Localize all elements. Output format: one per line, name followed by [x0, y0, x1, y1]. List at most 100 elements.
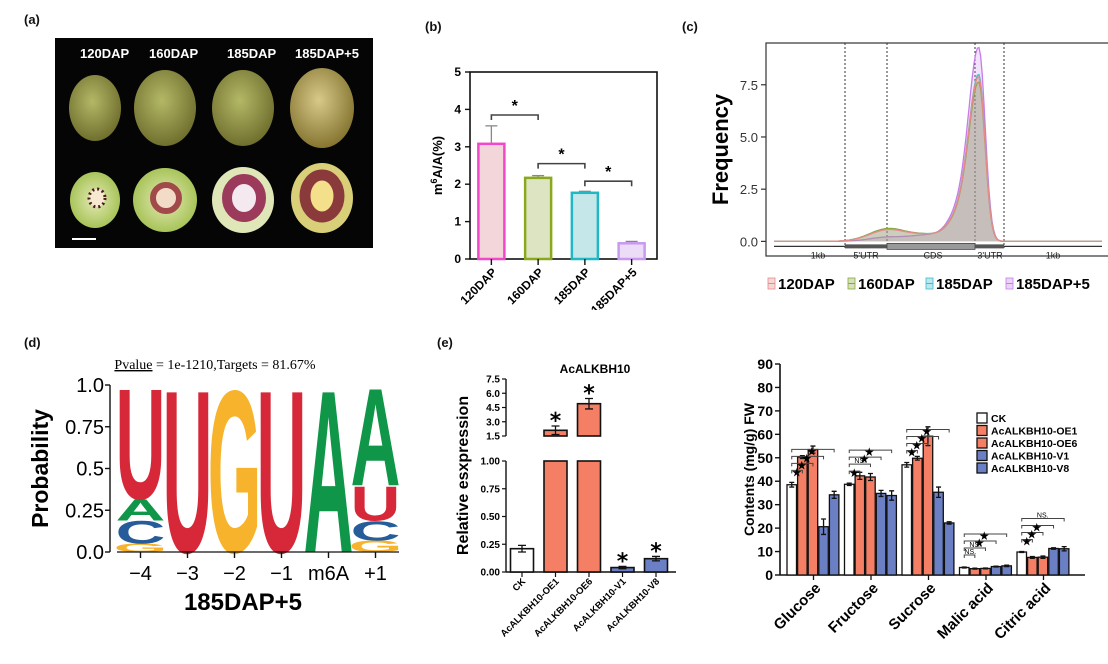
significance-label: ★ [864, 445, 875, 459]
bar-AcALKBH10-OE1-Citric acid [1026, 556, 1038, 576]
motif-title: Pvalue = 1e-1210,Targets = 81.67% [114, 358, 316, 373]
gene-model-3utr [975, 244, 1004, 249]
bar-CK-Sucrose [901, 464, 913, 576]
bar-AcALKBH10-V8-Fructose [886, 494, 898, 576]
significance-bracket [791, 455, 825, 460]
y-tick-label: 6.0 [486, 389, 500, 400]
error-bar [961, 566, 967, 569]
bar-AcALKBH10-V8-Citric acid [1058, 548, 1070, 576]
legend-swatch-AcALKBH10-V1 [976, 449, 988, 462]
significance-label: ★ [911, 438, 922, 452]
y-tick-label: 3 [454, 140, 461, 154]
y-tick-label: 90 [757, 356, 773, 372]
logo-letter-U: U [163, 355, 213, 602]
error-bar [972, 567, 978, 570]
significance-label: ★ [849, 466, 860, 480]
error-bar [585, 397, 593, 410]
x-tick-label: Sucrose [885, 580, 939, 634]
significance-bracket [848, 463, 871, 468]
legend-label-185DAP: 185DAP [936, 276, 993, 290]
significance-label: * [650, 539, 662, 564]
x-tick-label: −4 [129, 563, 152, 585]
plot-frame [469, 71, 658, 260]
y-axis-label: Relative esxpression [455, 396, 472, 555]
error-bar [946, 521, 952, 525]
panel-label-b: (b) [425, 19, 442, 34]
bar-AcALKBH10-OE6-Citric acid [1037, 556, 1049, 576]
significance-bracket [791, 448, 835, 453]
error-bar [652, 555, 660, 562]
stage-label-185dap5: 185DAP+5 [295, 46, 359, 61]
x-tick-label: Citric acid [991, 580, 1054, 643]
significance-label: ★ [1031, 521, 1042, 535]
error-bar [878, 489, 884, 498]
chart-motif-logo: Pvalue = 1e-1210,Targets = 81.67% 0.0 0.25… [27, 355, 402, 616]
y-axis-label: m6A/A(%) [429, 136, 445, 195]
y-tick-label: 4.5 [486, 403, 500, 414]
x-tick-label: 160DAP [504, 265, 546, 307]
significance-label: ★ [974, 536, 985, 550]
significance-label: ★ [916, 431, 927, 445]
bar-AcALKBH10-OE1-Fructose [854, 475, 866, 576]
bar-AcALKBH10-V1-Fructose [875, 492, 887, 576]
significance-bracket [906, 435, 940, 440]
y-tick-label: 7.5 [486, 375, 500, 386]
stage-label-185dap: 185DAP [227, 46, 277, 61]
significance-bracket [906, 428, 950, 433]
y-tick-label: 0.0 [740, 234, 758, 249]
y-tick-label: 5 [454, 65, 461, 79]
y-tick-label: 2.5 [740, 182, 758, 197]
y-tick-label: 0.50 [481, 512, 501, 523]
logo-letter-G: G [208, 355, 262, 602]
chart-title: AcALKBH10 [560, 362, 631, 376]
significance-label: ★ [906, 445, 917, 459]
legend-label-AcALKBH10-OE6: AcALKBH10-OE6 [991, 438, 1078, 450]
chart-m6a-distribution: 0.0 2.5 5.0 7.5 Frequency 1kb 5'UTR CDS 3'UTR 1kb… [708, 42, 1108, 290]
density-fill-185DAP+5 [774, 47, 1102, 242]
significance-label: ★ [801, 451, 812, 465]
panel-label-c: (c) [682, 19, 698, 34]
y-tick-label: 20 [757, 520, 773, 536]
x-tick-label: −2 [223, 563, 246, 585]
significance-bracket [848, 470, 861, 475]
kiwifruit-photo: 120DAP 160DAP 185DAP 185DAP+5 [55, 38, 373, 248]
logo-letter-C: C [351, 515, 401, 546]
fruit-whole-185dap5 [290, 68, 354, 148]
panel-label-e: (e) [437, 335, 453, 350]
significance-label: NS. [854, 458, 866, 465]
y-tick-label: 0.00 [481, 568, 501, 579]
x-tick-label: −3 [176, 563, 199, 585]
stage-label-120dap: 120DAP [80, 46, 130, 61]
y-tick-label: 2 [454, 177, 461, 191]
significance-bracket [791, 462, 814, 467]
logo-letter-U: U [351, 476, 401, 531]
x-tick-label: 120DAP [458, 265, 500, 307]
bar-AcALKBH10-OE6-Glucose [807, 448, 819, 576]
density-line-185DAP [774, 73, 1102, 243]
bar-lower-AcALKBH10-OE6 [576, 460, 602, 573]
error-bar [821, 518, 827, 536]
significance-label: * [550, 409, 562, 434]
error-bar [1051, 547, 1057, 550]
significance-label: ★ [1026, 528, 1037, 542]
region-label: 1kb [1046, 250, 1061, 260]
bar-CK-Glucose [786, 484, 798, 576]
significance-bracket [584, 180, 633, 187]
bar-AcALKBH10-V8-Glucose [828, 494, 840, 576]
x-tick-label: −1 [270, 563, 293, 585]
significance-label: ★ [1021, 535, 1032, 549]
bar-AcALKBH10-V1-Citric acid [1048, 547, 1059, 576]
x-tick-label: m6A [308, 563, 350, 585]
fruit-illustrations [69, 68, 354, 240]
x-tick-label: 185DAP+5 [588, 265, 640, 310]
error-bar [993, 565, 999, 568]
region-label: 3'UTR [977, 250, 1003, 260]
x-tick-label: 185DAP [551, 265, 593, 307]
legend-label-185DAP+5: 185DAP+5 [1016, 276, 1090, 290]
significance-bracket [963, 540, 997, 545]
error-bar [1004, 564, 1010, 568]
bar-160DAP [523, 176, 553, 261]
y-tick-label: 0 [454, 252, 461, 266]
significance-bracket [848, 449, 893, 454]
error-bar [982, 567, 988, 570]
